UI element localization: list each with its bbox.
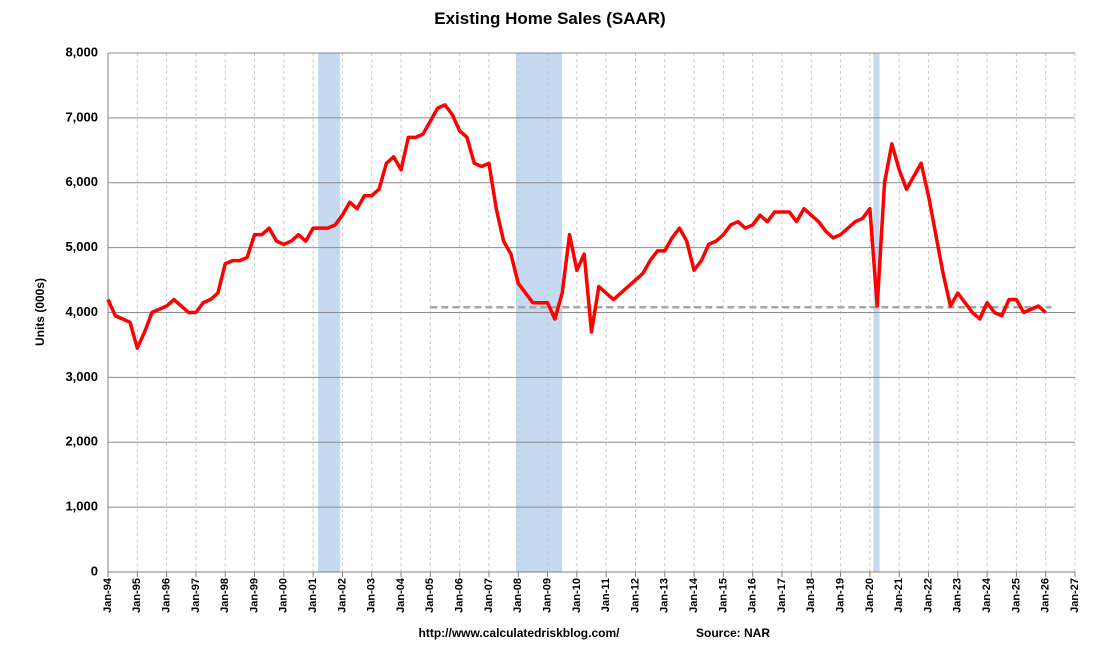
x-tick-label: Jan-25	[1010, 578, 1022, 613]
x-tick-label: Jan-00	[278, 578, 290, 613]
chart-title: Existing Home Sales (SAAR)	[434, 9, 665, 28]
y-tick-label: 1,000	[65, 499, 98, 514]
x-tick-label: Jan-23	[952, 578, 964, 613]
x-tick-label: Jan-07	[483, 578, 495, 613]
y-axis-label: Units (000s)	[33, 278, 47, 346]
y-tick-label: 7,000	[65, 109, 98, 124]
x-tick-label: Jan-01	[307, 578, 319, 613]
x-tick-label: Jan-98	[219, 578, 231, 613]
x-tick-label: Jan-02	[336, 578, 348, 613]
y-tick-label: 6,000	[65, 174, 98, 189]
x-tick-label: Jan-04	[395, 577, 407, 613]
x-tick-label: Jan-95	[131, 578, 143, 613]
y-tick-label: 4,000	[65, 304, 98, 319]
x-tick-label: Jan-21	[893, 578, 905, 613]
x-tick-label: Jan-27	[1069, 578, 1081, 613]
x-tick-label: Jan-94	[102, 577, 114, 613]
x-tick-label: Jan-15	[717, 578, 729, 613]
x-tick-label: Jan-17	[776, 578, 788, 613]
x-tick-label: Jan-97	[190, 578, 202, 613]
x-tick-label: Jan-12	[629, 578, 641, 613]
x-tick-label: Jan-19	[834, 578, 846, 613]
x-tick-label: Jan-99	[248, 578, 260, 613]
x-tick-label: Jan-05	[424, 578, 436, 613]
x-tick-label: Jan-26	[1040, 578, 1052, 613]
x-tick-label: Jan-24	[981, 577, 993, 613]
x-tick-label: Jan-03	[366, 578, 378, 613]
y-tick-label: 5,000	[65, 239, 98, 254]
x-tick-label: Jan-09	[541, 578, 553, 613]
x-tick-label: Jan-14	[688, 577, 700, 613]
x-tick-label: Jan-16	[747, 578, 759, 613]
x-tick-label: Jan-10	[571, 578, 583, 613]
x-tick-label: Jan-22	[922, 578, 934, 613]
x-tick-label: Jan-20	[864, 578, 876, 613]
x-tick-label: Jan-08	[512, 578, 524, 613]
x-tick-label: Jan-06	[454, 578, 466, 613]
y-tick-label: 3,000	[65, 369, 98, 384]
x-tick-label: Jan-11	[600, 578, 612, 612]
y-tick-label: 8,000	[65, 44, 98, 59]
y-tick-label: 2,000	[65, 434, 98, 449]
x-tick-label: Jan-96	[161, 578, 173, 613]
x-tick-label: Jan-18	[805, 578, 817, 613]
x-tick-label: Jan-13	[659, 578, 671, 613]
source-note: Source: NAR	[696, 626, 770, 640]
source-url: http://www.calculatedriskblog.com/	[419, 626, 621, 640]
data-line	[106, 103, 1047, 350]
y-tick-label: 0	[91, 563, 98, 578]
